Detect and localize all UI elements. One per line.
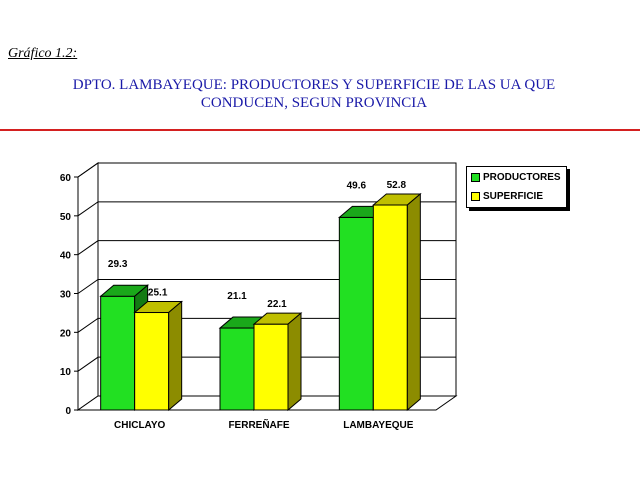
data-label: 25.1 [148, 288, 168, 299]
data-label: 21.1 [227, 291, 247, 302]
legend-swatch-superficie [471, 192, 480, 201]
y-tick-label: 50 [60, 212, 72, 223]
y-tick-label: 40 [60, 251, 72, 262]
gridline [77, 201, 456, 217]
bar-productores-2 [338, 216, 374, 411]
chart-title: DPTO. LAMBAYEQUE: PRODUCTORES Y SUPERFIC… [0, 76, 628, 112]
data-label: 29.3 [108, 259, 128, 270]
legend-swatch-productores [471, 173, 480, 182]
chart-legend: PRODUCTORES SUPERFICIE [466, 166, 567, 208]
bar-superficie-2 [372, 204, 408, 411]
y-tick-label: 20 [60, 328, 72, 339]
gridline [77, 317, 456, 333]
bar-superficie-0 [134, 312, 170, 411]
bar-productores-1 [219, 327, 255, 411]
y-tick-label: 0 [65, 406, 71, 417]
bar-productores-0 [100, 295, 136, 411]
gridline [77, 162, 456, 178]
gridline [77, 279, 456, 294]
chart-title-line-2: CONDUCEN, SEGUN PROVINCIA [200, 95, 428, 111]
legend-label-superficie: SUPERFICIE [483, 191, 544, 202]
x-category-label: LAMBAYEQUE [343, 420, 414, 431]
bar-side-superficie-0 [168, 300, 183, 412]
legend-item-superficie: SUPERFICIE [471, 191, 543, 202]
data-label: 52.8 [387, 180, 407, 191]
chart-title-line-1: DPTO. LAMBAYEQUE: PRODUCTORES Y SUPERFIC… [72, 77, 556, 93]
y-tick-label: 10 [60, 367, 72, 378]
bar-superficie-1 [253, 323, 289, 411]
gridline [77, 240, 456, 256]
y-tick-label: 30 [60, 290, 72, 301]
data-label: 49.6 [347, 180, 367, 191]
data-label: 22.1 [267, 299, 287, 310]
gridline [77, 356, 456, 372]
legend-item-productores: PRODUCTORES [471, 172, 561, 183]
bar-side-superficie-2 [406, 192, 421, 412]
bar-side-superficie-1 [287, 312, 302, 412]
figure-caption: Gráfico 1.2: [8, 46, 78, 61]
legend-label-productores: PRODUCTORES [483, 172, 561, 183]
x-category-label: FERREÑAFE [228, 418, 289, 431]
title-divider [0, 129, 640, 131]
y-tick-label: 60 [60, 173, 72, 184]
x-category-label: CHICLAYO [114, 420, 166, 431]
